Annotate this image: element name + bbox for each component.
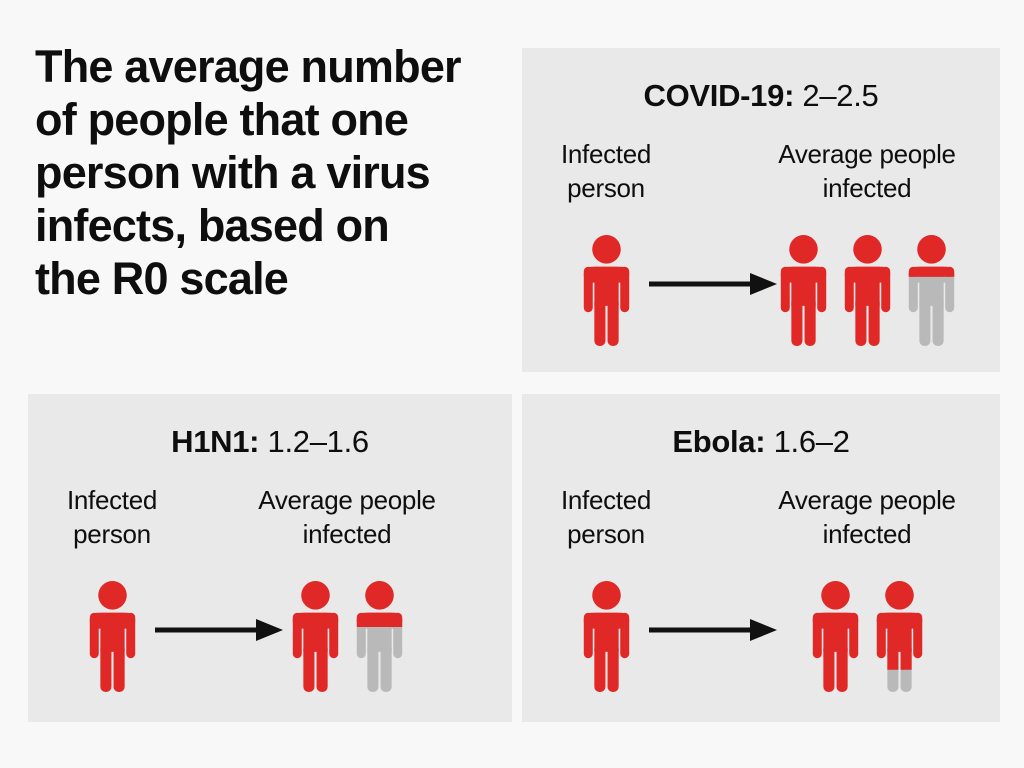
panel-covid-19-body: Infected person Average people infected (522, 138, 1000, 346)
infected-person-column: Infected person (530, 138, 682, 346)
person-icon (583, 235, 629, 346)
person-icon (812, 581, 858, 692)
infected-person-figure (581, 580, 632, 692)
infected-person-figure (87, 580, 138, 692)
r0-range: 2–2.5 (802, 78, 879, 113)
average-people-label: Average people infected (778, 139, 956, 203)
average-people-figures (778, 234, 957, 346)
virus-name: Ebola: (672, 424, 766, 459)
person-icon (292, 581, 338, 692)
panel-h1n1-title: H1N1: 1.2–1.6 (28, 394, 512, 460)
average-people-label: Average people infected (778, 485, 956, 549)
infected-person-label: Infected person (66, 485, 158, 549)
person-icon (780, 235, 826, 346)
average-people-label: Average people infected (258, 485, 436, 549)
person-icon (908, 235, 954, 346)
panel-ebola: Ebola: 1.6–2 Infected person Average peo… (522, 394, 1000, 722)
r0-range: 1.6–2 (773, 424, 850, 459)
panel-covid-19: COVID-19: 2–2.5 Infected person Average … (522, 48, 1000, 372)
person-icon (356, 581, 402, 692)
virus-name: H1N1: (171, 424, 260, 459)
arrow-right-icon (649, 271, 777, 297)
person-icon (876, 581, 922, 692)
r0-range: 1.2–1.6 (267, 424, 370, 459)
panel-ebola-title: Ebola: 1.6–2 (522, 394, 1000, 460)
infected-person-label: Infected person (560, 139, 652, 203)
arrow-right-icon (649, 617, 777, 643)
panel-h1n1-body: Infected person Average people infected (28, 484, 512, 692)
person-icon (89, 581, 135, 692)
infected-person-column: Infected person (36, 484, 188, 692)
panel-ebola-body: Infected person Average people infected (522, 484, 1000, 692)
infected-person-figure (581, 234, 632, 346)
panel-h1n1: H1N1: 1.2–1.6 Infected person Average pe… (28, 394, 512, 722)
page-title: The average number of people that one pe… (35, 41, 462, 305)
average-people-column: Average people infected (762, 484, 972, 692)
average-people-column: Average people infected (242, 484, 452, 692)
average-people-column: Average people infected (762, 138, 972, 346)
infected-person-column: Infected person (530, 484, 682, 692)
average-people-figures (810, 580, 925, 692)
arrow-right-icon (155, 617, 283, 643)
infected-person-label: Infected person (560, 485, 652, 549)
average-people-figures (290, 580, 405, 692)
panel-covid-19-title: COVID-19: 2–2.5 (522, 48, 1000, 114)
virus-name: COVID-19: (643, 78, 795, 113)
person-icon (844, 235, 890, 346)
person-icon (583, 581, 629, 692)
